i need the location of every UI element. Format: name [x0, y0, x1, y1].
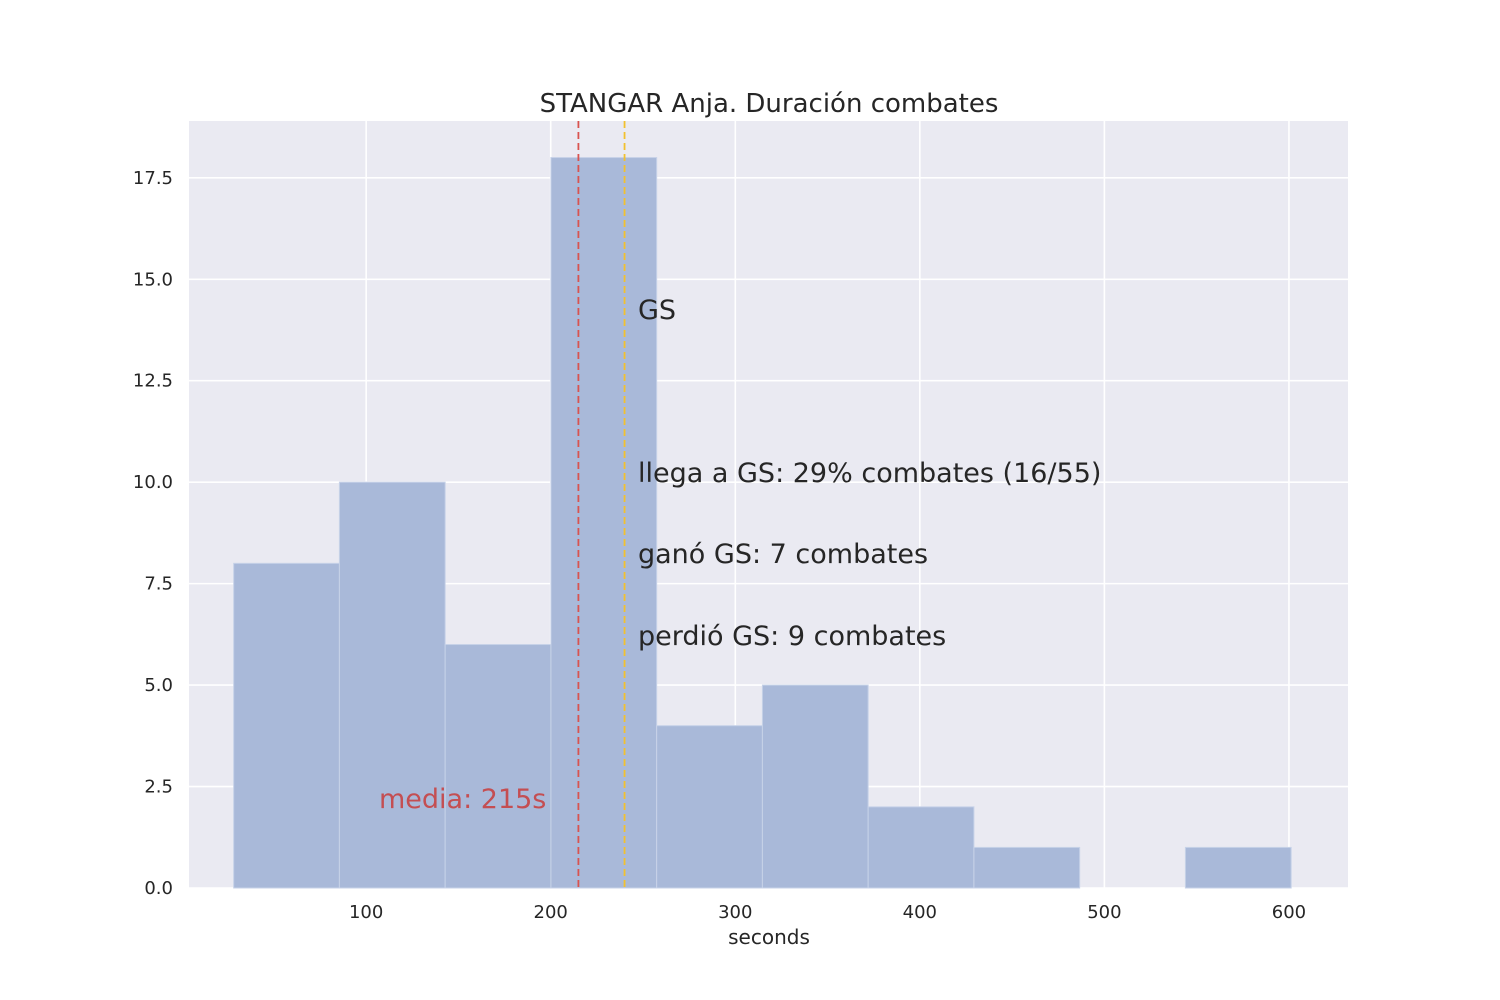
histogram-bar: [338, 481, 446, 889]
x-tick-label: 600: [1272, 902, 1306, 923]
histogram-bar: [867, 806, 975, 889]
histogram-bar: [761, 684, 869, 889]
y-axis-ticks: 0.0 2.5 5.0 7.5 10.0 12.5 15.0 17.5: [133, 168, 173, 899]
annotation-mean: media: 215s: [379, 784, 546, 815]
y-tick-label: 10.0: [133, 472, 173, 493]
x-axis-ticks: 100 200 300 400 500 600: [349, 902, 1306, 923]
histogram-bar: [656, 725, 763, 889]
annotation-gano-gs: ganó GS: 7 combates: [638, 539, 928, 570]
x-tick-label: 500: [1087, 902, 1121, 923]
histogram-bar: [973, 846, 1081, 889]
annotation-perdio-gs: perdió GS: 9 combates: [638, 621, 946, 652]
x-tick-label: 300: [718, 902, 752, 923]
histogram-bar: [550, 157, 658, 889]
y-tick-label: 2.5: [144, 777, 173, 798]
histogram-bar: [233, 562, 340, 889]
x-tick-label: 400: [903, 902, 937, 923]
y-tick-label: 17.5: [133, 168, 173, 189]
histogram-bars: [233, 157, 1292, 889]
chart-title: STANGAR Anja. Duración combates: [540, 89, 999, 119]
y-tick-label: 15.0: [133, 269, 173, 290]
y-tick-label: 5.0: [144, 675, 173, 696]
y-tick-label: 7.5: [144, 574, 173, 595]
x-tick-label: 200: [534, 902, 568, 923]
x-axis-label: seconds: [728, 925, 810, 949]
histogram-bar: [1184, 846, 1292, 889]
annotation-llega-gs: llega a GS: 29% combates (16/55): [638, 458, 1101, 489]
y-tick-label: 0.0: [144, 878, 173, 899]
y-tick-label: 12.5: [133, 371, 173, 392]
annotation-gs: GS: [638, 295, 676, 326]
x-tick-label: 100: [349, 902, 383, 923]
reference-lines: [577, 121, 626, 888]
histogram-bar: [444, 644, 552, 889]
